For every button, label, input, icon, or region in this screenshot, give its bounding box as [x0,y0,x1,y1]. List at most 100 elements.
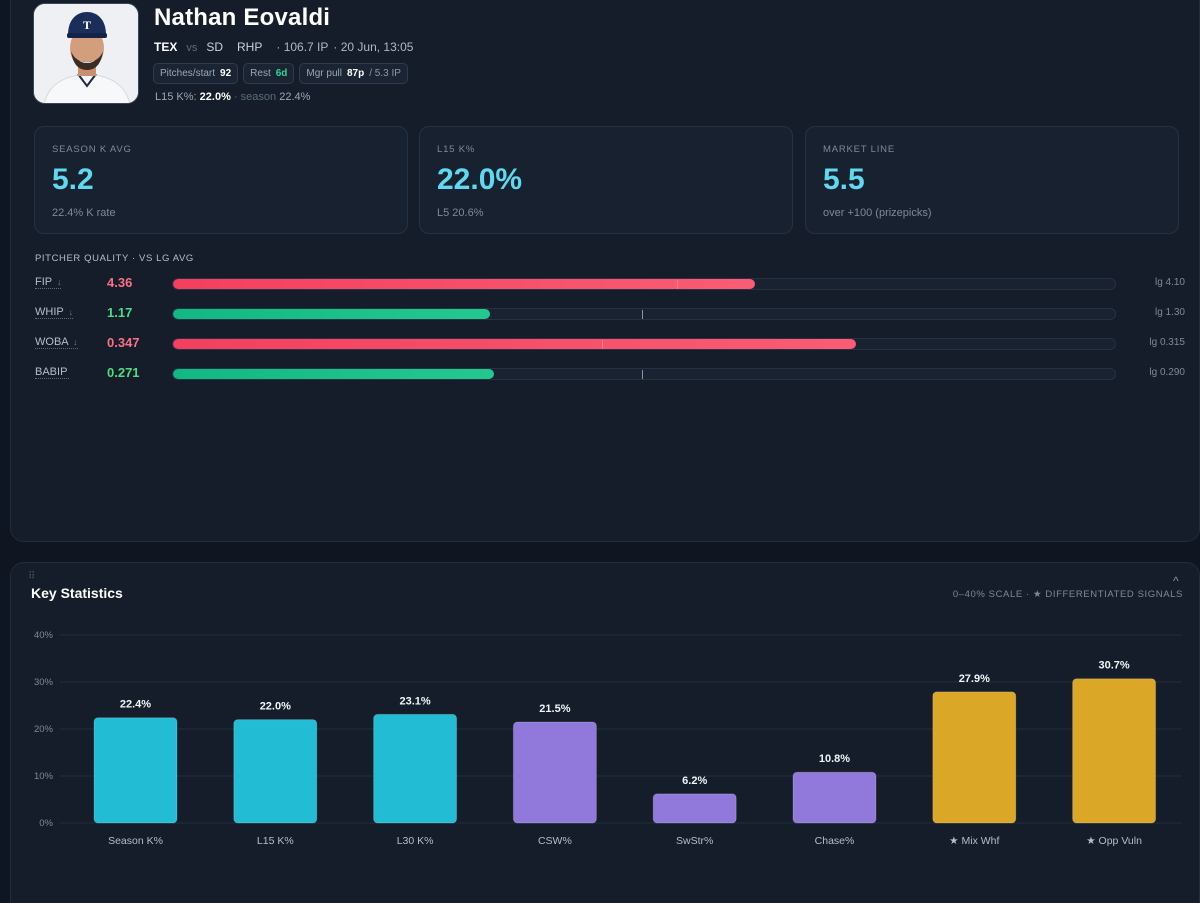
manager-pull-label: Mgr pull [306,68,342,79]
metric-bar-track [172,278,1116,290]
x-category-label: Season K% [108,835,163,847]
league-average-marker [642,370,644,379]
league-average-label: lg 1.30 [1154,307,1185,318]
arrow-down-icon: ↓ [68,307,74,317]
y-tick-label: 20% [34,724,54,735]
league-average-marker [676,280,678,289]
chart-bar [1072,678,1157,824]
x-category-label: CSW% [538,835,572,847]
rest-pill: Rest 6d [243,63,295,84]
metric-value: 4.36 [107,275,133,290]
y-tick-label: 40% [34,630,54,641]
vs-label: vs [186,42,198,54]
season-k-label: season [240,91,277,103]
metric-name[interactable]: WHIP ↓ [35,306,74,319]
pq-row-babip: BABIP 0.271 lg 0.290 [35,365,1185,381]
bar-value-label: 6.2% [682,775,707,787]
bar-value-label: 22.4% [120,699,151,711]
metric-bar-fill [173,309,490,319]
chart-bar [652,793,737,824]
drag-handle-icon[interactable]: ⠿ [28,571,36,582]
manager-pull-pill: Mgr pull 87p / 5.3 IP [299,63,408,84]
metric-name[interactable]: BABIP [35,366,70,379]
tile-value: 22.0% [437,163,523,196]
bar-value-label: 27.9% [959,673,990,685]
metric-name[interactable]: WOBA ↓ [35,336,78,349]
bar-value-label: 21.5% [539,703,570,715]
pq-row-woba: WOBA ↓ 0.347 lg 0.315 [35,335,1185,351]
tile-label: MARKET LINE [823,144,895,155]
tile-subtext: 22.4% K rate [52,207,116,219]
tile-label: L15 K% [437,144,476,155]
rest-value: 6d [275,68,288,79]
chart-bar [932,691,1017,824]
x-category-label: Chase% [815,835,855,847]
bar-value-label: 22.0% [260,701,291,713]
season-k-value: 22.4% [279,91,311,103]
y-tick-label: 30% [34,677,54,688]
metric-name-text: WOBA [35,336,69,348]
metric-bar-track [172,308,1116,320]
player-headshot-image: T [34,4,138,103]
league-average-label: lg 4.10 [1154,277,1185,288]
metric-name-text: BABIP [35,366,68,378]
bar-value-label: 23.1% [399,695,430,707]
x-category-label: L30 K% [397,835,434,847]
l15-k-tile: L15 K% 22.0% L5 20.6% [419,126,793,234]
metric-bar-fill [173,339,856,349]
k-rate-line: L15 K%: 22.0% · season 22.4% [155,91,310,103]
metric-bar-track [172,368,1116,380]
throwing-hand: RHP [237,40,263,54]
manager-pull-sub: / 5.3 IP [369,68,401,79]
season-k-avg-tile: SEASON K AVG 5.2 22.4% K rate [34,126,408,234]
key-statistics-title: Key Statistics [31,585,123,601]
metric-bar-fill [173,279,756,289]
x-category-label: SwStr% [676,835,713,847]
x-category-label: ★ Mix Whf [949,835,999,847]
pq-row-whip: WHIP ↓ 1.17 lg 1.30 [35,305,1185,321]
metric-name-text: WHIP [35,306,64,318]
league-average-marker [642,310,644,319]
workload-pills: Pitches/start 92 Rest 6d Mgr pull 87p / … [153,63,408,84]
pitcher-quality-title: PITCHER QUALITY · VS LG AVG [35,253,194,264]
y-tick-label: 10% [34,771,54,782]
arrow-down-icon: ↓ [56,277,62,287]
x-category-label: ★ Opp Vuln [1086,835,1142,847]
chart-bar [512,721,597,824]
arrow-down-icon: ↓ [73,337,78,347]
matchup-line: TEX vs SD RHP · 106.7 IP · 20 Jun, 13:05 [154,40,413,54]
manager-pull-value: 87p [346,68,365,79]
pitches-per-start-label: Pitches/start [160,68,216,79]
bar-value-label: 10.8% [819,753,850,765]
metric-bar-track [172,338,1116,350]
tile-label: SEASON K AVG [52,144,132,155]
key-statistics-chart: 0% 10% 20% 30% 40% 22.4% Season K% 22.0% L15 K% 2… [34,630,1182,847]
metric-value: 0.271 [107,365,140,380]
league-average-marker [601,340,603,349]
team-abbr: TEX [154,40,178,54]
game-time: · 20 Jun, 13:05 [333,40,414,54]
chart-bar [792,771,877,824]
tile-subtext: over +100 (prizepicks) [823,207,932,219]
rest-label: Rest [250,68,271,79]
metric-value: 0.347 [107,335,140,350]
innings-pitched: · 106.7 IP [276,40,329,54]
opponent-abbr: SD [206,40,224,54]
y-tick-label: 0% [39,818,53,829]
chart-bar [93,717,178,824]
chart-bar [373,713,458,824]
player-avatar: T [33,3,139,104]
league-average-label: lg 0.315 [1149,337,1185,348]
player-name: Nathan Eovaldi [154,4,331,31]
bar-value-label: 30.7% [1098,660,1129,672]
k-line-separator: · [233,91,238,103]
metric-value: 1.17 [107,305,133,320]
collapse-chevron-icon[interactable]: ^ [1173,574,1179,588]
metric-bar-fill [173,369,495,379]
x-category-label: L15 K% [257,835,294,847]
pitches-per-start-value: 92 [220,68,232,79]
scale-note: 0–40% SCALE · ★ DIFFERENTIATED SIGNALS [952,589,1183,600]
metric-name[interactable]: FIP ↓ [35,276,62,289]
market-line-tile: MARKET LINE 5.5 over +100 (prizepicks) [805,126,1179,234]
tile-value: 5.2 [52,163,94,196]
